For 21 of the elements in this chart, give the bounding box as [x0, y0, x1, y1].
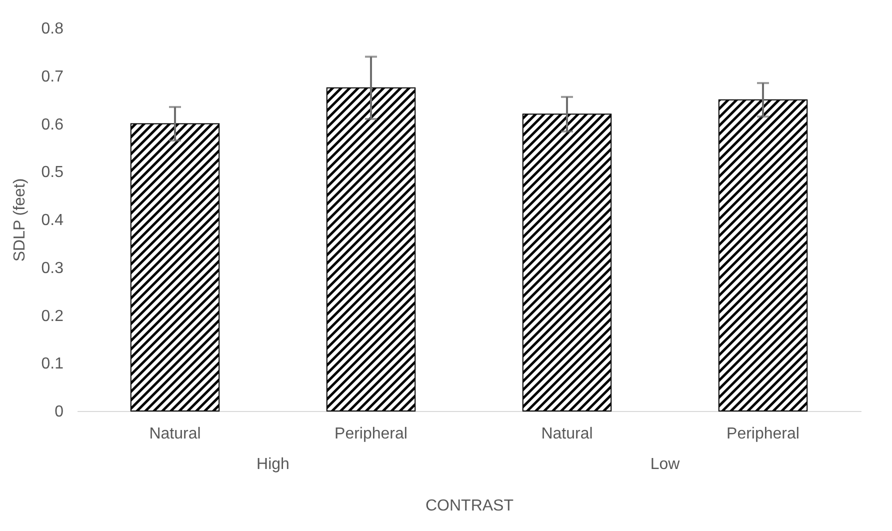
bar	[718, 99, 808, 412]
bar	[326, 87, 416, 412]
bar	[130, 123, 220, 412]
x-tick-label: Peripheral	[334, 426, 408, 442]
bar	[522, 114, 612, 412]
y-tick-label: 0.8	[41, 20, 64, 38]
y-tick-label: 0.3	[41, 260, 64, 277]
y-tick-label: 0.4	[41, 212, 64, 229]
x-tick-label: Natural	[541, 426, 593, 442]
y-tick-label: 0.5	[41, 164, 64, 182]
text: Low	[650, 456, 680, 473]
y-tick-label: 0	[54, 404, 64, 420]
text: High	[256, 456, 290, 473]
x-tick-label: Peripheral	[726, 426, 800, 442]
x-tick-label: Natural	[149, 426, 201, 442]
y-tick-label: 0.6	[41, 116, 64, 134]
y-tick-label: 0.1	[41, 356, 64, 373]
x-axis-title: CONTRAST	[426, 498, 514, 514]
y-tick-label: 0.7	[41, 68, 64, 86]
y-tick-label: 0.2	[41, 308, 64, 325]
y-axis-title: SDLP (feet)	[11, 178, 28, 262]
